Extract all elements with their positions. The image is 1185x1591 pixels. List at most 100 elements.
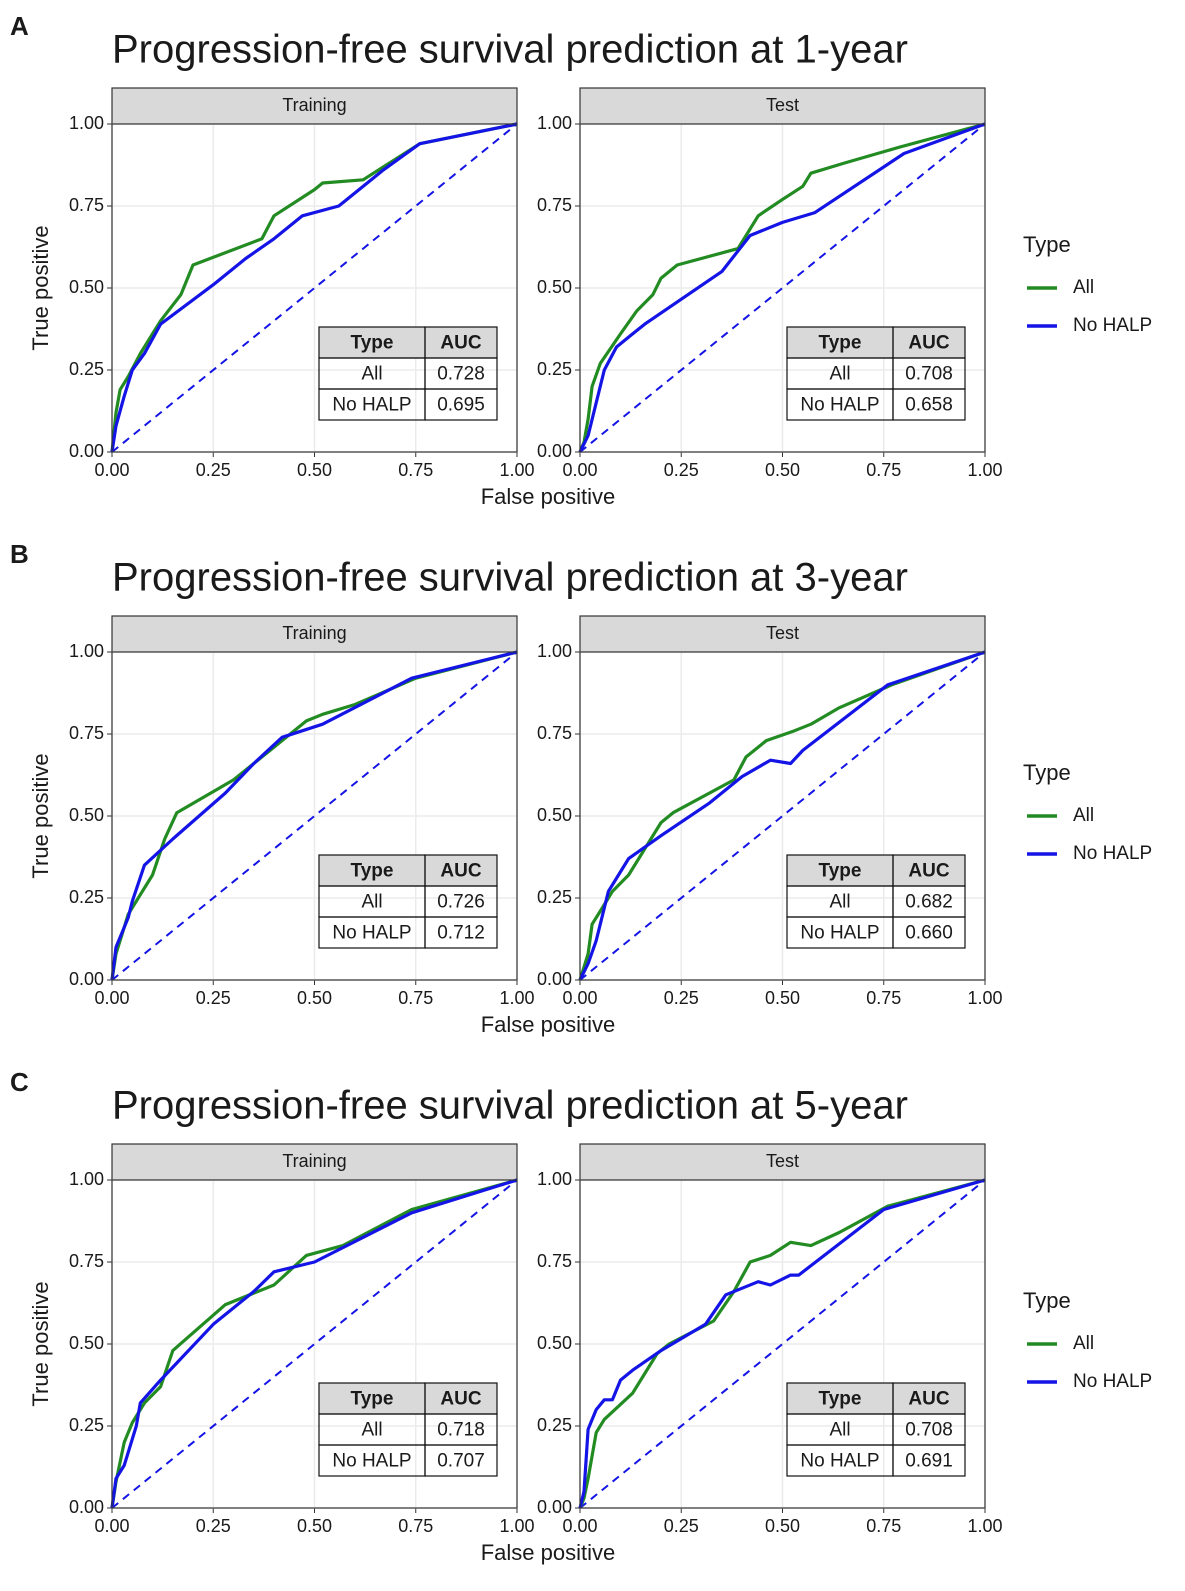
- table-cell: [892, 388, 966, 421]
- reference-line: [111, 651, 518, 981]
- legend-title: Type: [1023, 232, 1071, 257]
- table-cell: [892, 916, 966, 949]
- legend-label: No HALP: [1073, 843, 1152, 864]
- facet-label: Training: [282, 623, 346, 643]
- y-axis-title: True positive: [28, 753, 53, 878]
- legend-label: All: [1073, 1333, 1094, 1354]
- y-tick-label: 0.25: [537, 887, 572, 907]
- reference-line: [579, 1179, 986, 1509]
- y-tick-label: 1.00: [69, 113, 104, 133]
- facet-strip: [111, 87, 518, 125]
- y-tick-label: 1.00: [537, 641, 572, 661]
- chart-title: Progression-free survival prediction at …: [112, 556, 908, 600]
- panel-label: B: [10, 539, 29, 569]
- table-header: AUC: [440, 861, 481, 882]
- x-tick-label: 0.00: [562, 460, 597, 480]
- table-header-bg: [787, 855, 965, 886]
- facet-strip: [111, 615, 518, 653]
- roc-line: [578, 1178, 986, 1509]
- y-tick-label: 0.50: [537, 1333, 572, 1353]
- chart-title: Progression-free survival prediction at …: [112, 28, 908, 72]
- y-tick-label: 0.75: [537, 195, 572, 215]
- x-tick-label: 0.50: [297, 988, 332, 1008]
- x-tick-label: 0.75: [398, 1516, 433, 1536]
- table-auc: 0.695: [437, 395, 485, 416]
- x-axis-title: False positive: [481, 1012, 616, 1037]
- roc-line: [578, 122, 986, 453]
- x-tick-label: 1.00: [967, 460, 1002, 480]
- x-tick-label: 0.25: [196, 1516, 231, 1536]
- y-tick-label: 0.00: [537, 1497, 572, 1517]
- facet-label: Test: [766, 95, 799, 115]
- table-type: All: [361, 892, 382, 913]
- x-tick-label: 1.00: [967, 988, 1002, 1008]
- y-tick-label: 0.00: [537, 969, 572, 989]
- x-tick-label: 0.75: [398, 460, 433, 480]
- table-auc: 0.707: [437, 1451, 485, 1472]
- roc-line: [578, 1178, 986, 1509]
- x-tick-label: 0.00: [94, 1516, 129, 1536]
- y-tick-label: 0.75: [537, 723, 572, 743]
- y-tick-label: 0.75: [69, 1251, 104, 1271]
- panel-border: [111, 1179, 518, 1509]
- panel-border: [111, 651, 518, 981]
- roc-line: [110, 1178, 518, 1509]
- y-tick-label: 0.00: [537, 441, 572, 461]
- table-header: AUC: [908, 1389, 949, 1410]
- table-header: Type: [819, 333, 862, 354]
- x-tick-label: 0.25: [196, 988, 231, 1008]
- roc-line: [578, 122, 986, 453]
- y-tick-label: 1.00: [69, 1169, 104, 1189]
- x-tick-label: 0.00: [94, 460, 129, 480]
- table-header-bg: [319, 855, 497, 886]
- table-type: No HALP: [332, 1451, 411, 1472]
- table-auc: 0.726: [437, 892, 485, 913]
- table-type: All: [829, 364, 850, 385]
- table-header: AUC: [440, 333, 481, 354]
- panel-border: [579, 651, 986, 981]
- roc-line: [110, 122, 518, 453]
- x-tick-label: 0.75: [866, 460, 901, 480]
- panel-border: [111, 123, 518, 453]
- y-tick-label: 0.50: [69, 1333, 104, 1353]
- y-tick-label: 1.00: [69, 641, 104, 661]
- x-tick-label: 0.50: [765, 460, 800, 480]
- table-auc: 0.682: [905, 892, 953, 913]
- table-auc: 0.691: [905, 1451, 953, 1472]
- table-auc: 0.708: [905, 1420, 953, 1441]
- roc-line: [578, 650, 986, 981]
- table-type: No HALP: [800, 395, 879, 416]
- reference-line: [111, 1179, 518, 1509]
- table-type: All: [829, 892, 850, 913]
- x-tick-label: 0.50: [297, 1516, 332, 1536]
- x-tick-label: 1.00: [967, 1516, 1002, 1536]
- x-tick-label: 0.25: [664, 1516, 699, 1536]
- table-type: All: [361, 1420, 382, 1441]
- x-tick-label: 0.25: [196, 460, 231, 480]
- y-tick-label: 0.50: [537, 805, 572, 825]
- reference-line: [579, 651, 986, 981]
- table-header: AUC: [908, 333, 949, 354]
- panel-label: A: [10, 11, 29, 41]
- y-tick-label: 1.00: [537, 113, 572, 133]
- chart-title: Progression-free survival prediction at …: [112, 1084, 908, 1128]
- facet-label: Training: [282, 1151, 346, 1171]
- x-tick-label: 0.50: [765, 1516, 800, 1536]
- y-tick-label: 0.25: [537, 1415, 572, 1435]
- table-type: No HALP: [332, 923, 411, 944]
- table-cell: [424, 916, 498, 949]
- y-tick-label: 0.25: [69, 887, 104, 907]
- table-cell: [892, 1444, 966, 1477]
- table-auc: 0.660: [905, 923, 953, 944]
- table-header-bg: [787, 327, 965, 358]
- facet-strip: [579, 1143, 986, 1181]
- table-auc: 0.712: [437, 923, 485, 944]
- y-tick-label: 0.50: [537, 277, 572, 297]
- table-header: Type: [819, 1389, 862, 1410]
- table-header: AUC: [908, 861, 949, 882]
- table-auc: 0.718: [437, 1420, 485, 1441]
- y-tick-label: 0.00: [69, 441, 104, 461]
- y-tick-label: 0.75: [537, 1251, 572, 1271]
- table-type: No HALP: [800, 923, 879, 944]
- x-tick-label: 0.75: [866, 988, 901, 1008]
